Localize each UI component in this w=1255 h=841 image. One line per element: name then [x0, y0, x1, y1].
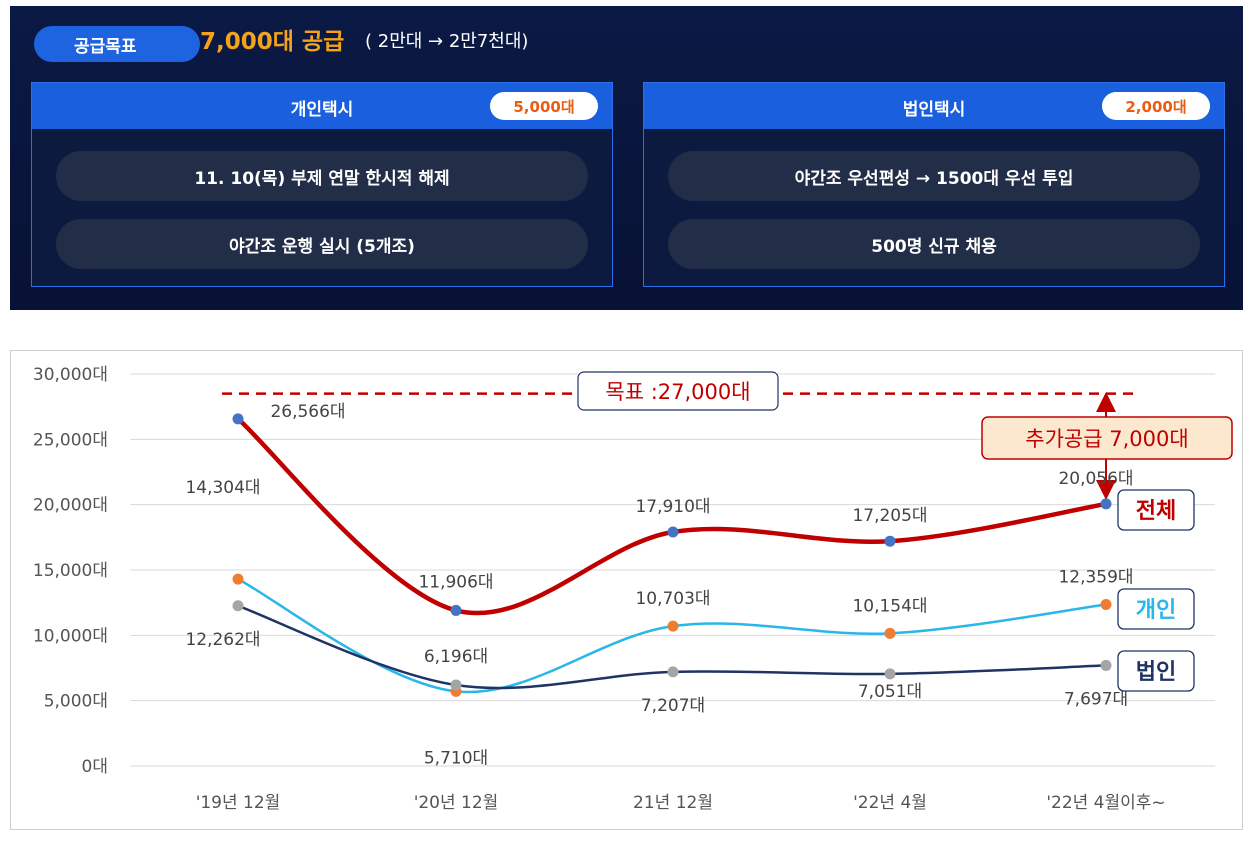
data-label: 26,566대 [270, 402, 345, 422]
target-label-box [577, 371, 779, 411]
series-name-box [1117, 650, 1195, 692]
data-point [1100, 498, 1112, 510]
series-name-box [1117, 489, 1195, 531]
data-label: 14,304대 [185, 478, 260, 498]
data-point [884, 627, 896, 639]
y-tick-label: 25,000대 [33, 430, 108, 450]
personal-item-1: 11. 10(목) 부제 연말 한시적 해제 [56, 151, 588, 201]
data-label: 12,262대 [185, 630, 260, 650]
y-tick-label: 20,000대 [33, 496, 108, 516]
x-tick-label: '22년 4월 [853, 793, 927, 813]
data-label: 7,697대 [1064, 689, 1128, 709]
y-tick-label: 5,000대 [44, 692, 108, 712]
data-point [232, 573, 244, 585]
corporate-taxi-header: 법인택시 2,000대 [644, 83, 1224, 129]
x-tick-label: '19년 12월 [196, 793, 281, 813]
y-tick-label: 0대 [82, 757, 108, 777]
personal-taxi-box: 개인택시 5,000대 11. 10(목) 부제 연말 한시적 해제 야간조 운… [31, 82, 613, 287]
data-label: 7,207대 [641, 696, 705, 716]
x-tick-label: '20년 12월 [414, 793, 499, 813]
series-name-tag: 개인 [1117, 588, 1195, 630]
personal-taxi-count: 5,000대 [490, 92, 598, 120]
data-label: 10,703대 [635, 589, 710, 609]
data-label: 11,906대 [418, 572, 493, 592]
target-label: 목표 :27,000대 [605, 380, 750, 404]
data-point [667, 666, 679, 678]
corporate-taxi-box: 법인택시 2,000대 야간조 우선편성 → 1500대 우선 투입 500명 … [643, 82, 1225, 287]
series-name-tag: 전체 [1117, 489, 1195, 531]
personal-item-2: 야간조 운행 실시 (5개조) [56, 219, 588, 269]
annotation-box [981, 416, 1233, 460]
y-tick-label: 10,000대 [33, 626, 108, 646]
series-line [235, 416, 1109, 616]
corporate-item-2: 500명 신규 채용 [668, 219, 1200, 269]
data-label: 17,910대 [635, 497, 710, 517]
data-point [667, 526, 679, 538]
personal-taxi-title: 개인택시 [290, 100, 354, 120]
data-point [884, 668, 896, 680]
data-point [450, 679, 462, 691]
data-label: 17,205대 [852, 506, 927, 526]
goal-detail: ( 2만대 → 2만7천대) [365, 31, 529, 52]
goal-value: 7,000대 공급 [200, 29, 345, 55]
series-name-label: 법인 [1136, 660, 1176, 685]
goal-label-pill: 공급목표 [34, 26, 200, 62]
data-point [232, 413, 244, 425]
series-name-tag: 법인 [1117, 650, 1195, 692]
x-tick-label: 21년 12월 [633, 793, 713, 813]
data-label: 7,051대 [858, 682, 922, 702]
data-point [1100, 659, 1112, 671]
series-name-label: 전체 [1136, 499, 1176, 524]
data-label: 10,154대 [852, 596, 927, 616]
data-label: 12,359대 [1058, 568, 1133, 588]
corporate-taxi-count: 2,000대 [1102, 92, 1210, 120]
personal-taxi-header: 개인택시 5,000대 [32, 83, 612, 129]
data-label: 6,196대 [424, 647, 488, 667]
data-point [1100, 599, 1112, 611]
data-label: 5,710대 [424, 748, 488, 768]
annotation-label: 추가공급 7,000대 [1025, 427, 1188, 451]
y-tick-label: 30,000대 [33, 365, 108, 385]
x-tick-label: '22년 4월이후~ [1046, 793, 1165, 813]
corporate-item-1: 야간조 우선편성 → 1500대 우선 투입 [668, 151, 1200, 201]
data-point [667, 620, 679, 632]
y-tick-label: 15,000대 [33, 561, 108, 581]
supply-target-panel: 공급목표 7,000대 공급 ( 2만대 → 2만7천대) 개인택시 5,000… [10, 6, 1243, 310]
data-point [450, 604, 462, 616]
series-name-label: 개인 [1136, 598, 1176, 623]
corporate-taxi-title: 법인택시 [902, 100, 966, 120]
data-label: 20,056대 [1058, 469, 1133, 489]
series-name-box [1117, 588, 1195, 630]
data-point [232, 600, 244, 612]
data-point [884, 535, 896, 547]
